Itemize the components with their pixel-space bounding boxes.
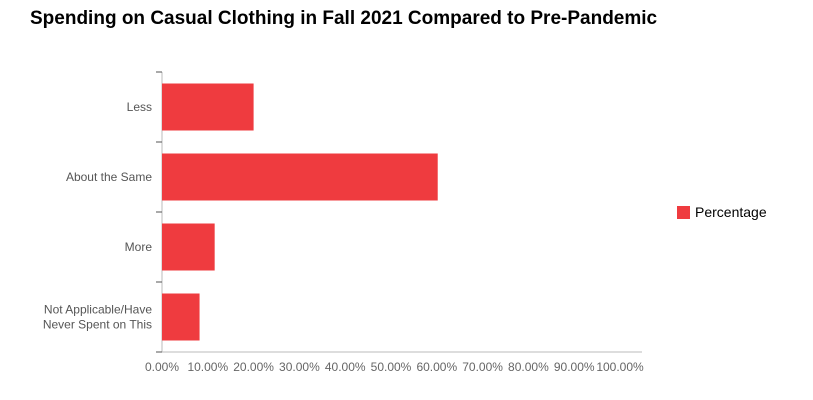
x-tick-label: 60.00% [416,360,457,374]
x-tick-label: 40.00% [325,360,366,374]
chart-title: Spending on Casual Clothing in Fall 2021… [30,8,658,29]
bar [162,83,254,131]
x-tick-label: 90.00% [554,360,595,374]
x-tick-label: 100.00% [596,360,644,374]
x-tick-label: 10.00% [187,360,228,374]
x-tick-labels: 0.00% 10.00% 20.00% 30.00% 40.00% 50.00% 60.00… [145,360,644,374]
category-label: Less [127,100,152,114]
x-tick-label: 80.00% [508,360,549,374]
bar [162,293,200,341]
category-label: More [125,240,153,254]
x-tick-label: 70.00% [462,360,503,374]
category-label: Not Applicable/Have [44,303,152,317]
chart-bars [162,83,438,341]
legend-label: Percentage [695,204,767,220]
category-labels: Less About the Same More Not Applicable/Hav… [43,100,152,332]
x-tick-label: 20.00% [233,360,274,374]
x-tick-label: 30.00% [279,360,320,374]
bar [162,223,215,271]
bar [162,153,438,201]
legend-swatch [677,206,690,219]
x-tick-label: 0.00% [145,360,179,374]
chart-legend: Percentage [677,204,767,220]
category-label: About the Same [66,170,152,184]
category-label: Never Spent on This [43,318,152,332]
x-tick-label: 50.00% [371,360,412,374]
